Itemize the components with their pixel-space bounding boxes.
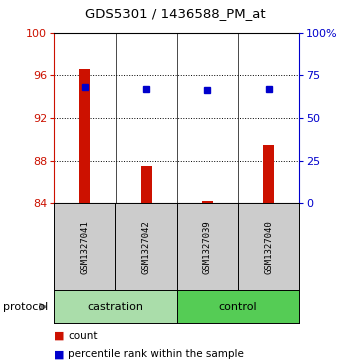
Text: percentile rank within the sample: percentile rank within the sample: [68, 349, 244, 359]
Text: count: count: [68, 331, 98, 341]
Bar: [263, 144, 274, 203]
Text: castration: castration: [88, 302, 144, 312]
Bar: [202, 201, 213, 203]
Text: GSM1327040: GSM1327040: [264, 220, 273, 274]
Bar: [79, 69, 90, 203]
Text: GSM1327042: GSM1327042: [142, 220, 150, 274]
Text: GDS5301 / 1436588_PM_at: GDS5301 / 1436588_PM_at: [85, 7, 265, 20]
Text: GSM1327041: GSM1327041: [80, 220, 89, 274]
Text: ■: ■: [54, 349, 65, 359]
Text: ■: ■: [54, 331, 65, 341]
Text: control: control: [219, 302, 257, 312]
Text: GSM1327039: GSM1327039: [203, 220, 212, 274]
Text: protocol: protocol: [4, 302, 49, 312]
Bar: [141, 166, 152, 203]
